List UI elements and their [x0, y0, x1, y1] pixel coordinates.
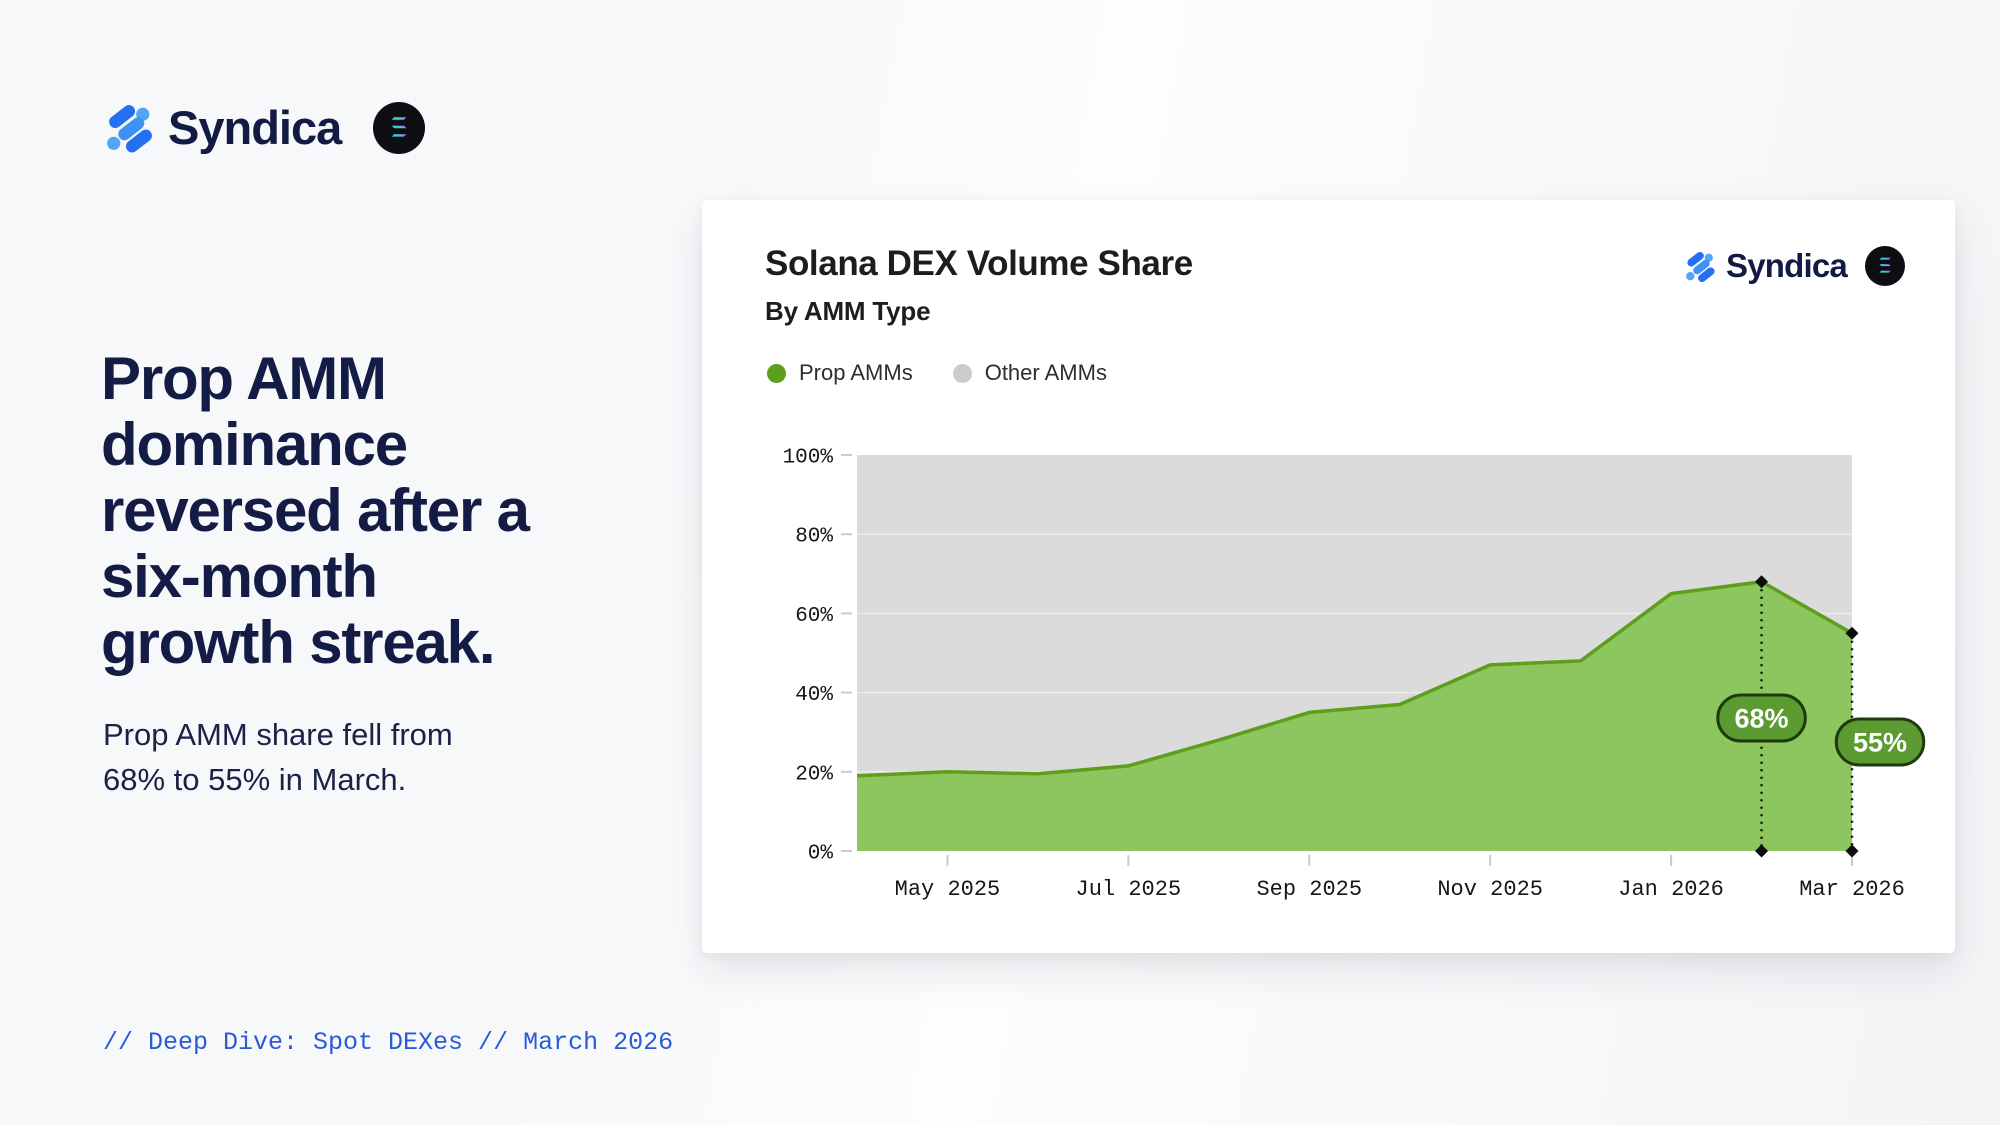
syndica-wordmark: Syndica: [168, 101, 342, 154]
syndica-wordmark: Syndica: [1726, 247, 1848, 284]
x-tick-label: Jul 2025: [1076, 877, 1182, 902]
x-tick-label: Nov 2025: [1437, 877, 1543, 902]
legend: Prop AMMs Other AMMs: [767, 360, 1147, 386]
x-tick-label: Sep 2025: [1256, 877, 1362, 902]
diamond-marker: [1845, 844, 1859, 858]
syndica-icon: [100, 102, 158, 154]
diamond-marker: [1755, 575, 1769, 589]
footer-tag: // Deep Dive: Spot DEXes // March 2026: [103, 1028, 674, 1057]
chart-subtitle: By AMM Type: [765, 296, 931, 326]
subheadline: Prop AMM share fell from 68% to 55% in M…: [103, 717, 453, 797]
x-tick-label: Jan 2026: [1618, 877, 1724, 902]
annotation-pill: [1834, 717, 1926, 767]
annotation-label: 55%: [1853, 728, 1907, 758]
y-tick-label: 100%: [783, 447, 834, 470]
x-tick-label: May 2025: [895, 877, 1001, 902]
y-tick-label: 40%: [795, 684, 833, 707]
y-tick-label: 60%: [795, 605, 833, 628]
chart-title: Solana DEX Volume Share: [765, 244, 1193, 283]
chart-svg: 0% 20% 40% 60% 80% 100% May 2025 Jul 2025 Sep 20…: [783, 447, 1926, 902]
legend-item-prop-amms: Prop AMMs: [767, 360, 913, 386]
solana-icon: [1865, 246, 1905, 286]
card-brand: Syndica: [1682, 246, 1905, 286]
annotation-feb-2026: 68%: [1716, 575, 1807, 858]
legend-dot-other-amms: [952, 363, 972, 383]
legend-item-other-amms: Other AMMs: [952, 360, 1107, 386]
legend-label: Other AMMs: [984, 360, 1107, 385]
legend-label: Prop AMMs: [799, 360, 913, 385]
chart: 0% 20% 40% 60% 80% 100% May 2025 Jul 2025 Sep 20…: [783, 447, 1926, 902]
chart-card: Solana DEX Volume Share By AMM Type Synd…: [702, 200, 1955, 953]
x-tick-label: Mar 2026: [1799, 877, 1905, 902]
legend-dot-prop-amms: [767, 363, 786, 383]
headline: Prop AMM dominance reversed after a six-…: [101, 345, 530, 676]
solana-icon: [373, 101, 426, 154]
diamond-marker: [1845, 626, 1859, 640]
prop-amms-area: [857, 581, 1852, 851]
syndica-icon: [1682, 250, 1718, 283]
annotation-mar-2026: 55%: [1834, 626, 1926, 858]
prop-amms-line: [856, 579, 1853, 778]
y-tick-label: 0%: [808, 843, 834, 866]
annotation-label: 68%: [1735, 704, 1789, 734]
y-tick-label: 20%: [795, 763, 833, 786]
syndica-logo: Syndica: [100, 100, 426, 155]
annotation-pill: [1716, 693, 1807, 743]
left-panel: Syndica Prop AMM dominance reversed afte…: [0, 0, 700, 1125]
y-tick-label: 80%: [795, 526, 833, 549]
